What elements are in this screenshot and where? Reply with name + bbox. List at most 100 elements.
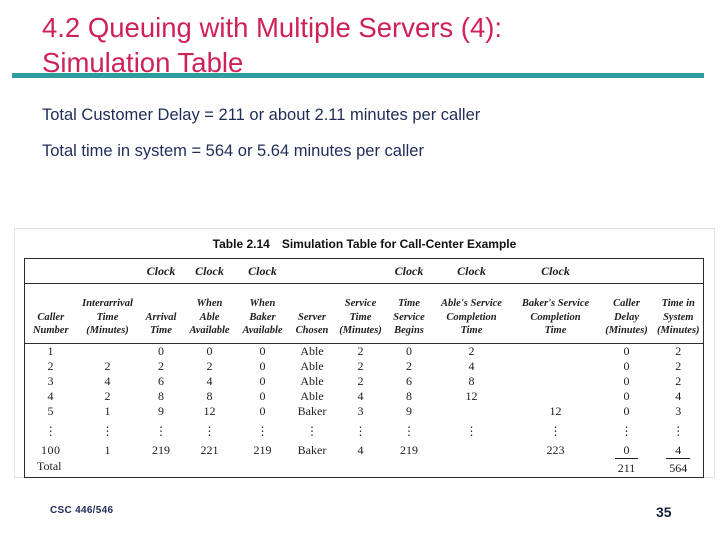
clock-label-cell: Clock [138,258,184,284]
table-cell: 9 [406,404,412,418]
column-header-cell: Arrival Time [138,283,184,344]
column-header-cell: Caller Delay (Minutes) [599,283,654,344]
table-cell: 3 [675,404,682,418]
column-header-cell: Server Chosen [289,283,335,344]
table-row: 5 1 9 12 0 Baker 3 9 12 0 3 [25,404,704,419]
table-cell: 1 [104,404,111,418]
table-cell: 2 [104,359,111,373]
table-cell: 12 [203,404,216,418]
table-cell: 2 [468,344,475,358]
ellipsis-cell: ⋮ [101,424,114,438]
total-time-in-system-value: 564 [666,458,691,477]
table-cell: 219 [152,443,170,457]
table-cell: Able [300,359,324,373]
table-cell: 0 [623,374,630,388]
column-header-cell: Time Service Begins [386,283,432,344]
simulation-table: Clock Clock Clock Clock Clock Clock Caller Nu… [24,258,704,478]
table-cell: 0 [259,359,266,373]
total-time-in-system-cell: 564 [654,458,704,478]
table-cell: 0 [259,404,266,418]
total-row: Total 211 564 [25,458,704,478]
table-cell: 0 [206,344,213,358]
table-cell: 0 [623,389,630,403]
table-cell: Baker [297,404,327,418]
ellipsis-cell: ⋮ [354,424,367,438]
table-cell: 12 [465,389,478,403]
empty-cell [77,458,139,478]
total-time-in-system-text: Total time in system = 564 or 5.64 minut… [42,142,424,160]
footer-course-label: CSC 446/546 [50,505,114,516]
column-header-cell: Able's Service Completion Time [431,283,512,344]
table-cell: 0 [623,359,630,373]
table-cell: 3 [357,404,364,418]
table-cell: 221 [200,443,219,457]
table-cell: 9 [158,404,164,418]
clock-label-cell [653,258,704,284]
table-cell: 0 [259,389,266,403]
table-row: 4 2 8 8 0 Able 4 8 12 0 4 [25,389,704,404]
table-cell: 0 [623,443,630,457]
table-row: 2 2 2 2 0 Able 2 2 4 0 2 [25,359,704,374]
table-cell [512,374,600,389]
empty-cell [432,458,512,478]
table-cell: 8 [206,389,213,403]
clock-label-cell: Clock [386,258,432,284]
ellipsis-cell: ⋮ [672,424,685,438]
clock-label-cell: Clock [431,258,512,284]
table-cell: Able [300,374,324,388]
empty-cell [139,458,184,478]
table-cell: Able [300,389,324,403]
table-cell [432,443,512,458]
table-caption-number: Table 2.14 [212,237,270,251]
table-cell: 8 [158,389,164,403]
table-cell: Able [300,344,324,358]
ellipsis-cell: ⋮ [306,424,318,438]
title-underline-rule [12,73,704,78]
table-cell: 0 [406,344,412,358]
table-cell: 2 [675,374,682,388]
clock-label-cell [76,258,139,284]
column-header-cell: When Able Available [183,283,236,344]
column-header-row: Caller Number Interarrival Time (Minutes)… [24,283,704,344]
table-cell: 0 [158,344,164,358]
page-title-line-1: 4.2 Queuing with Multiple Servers (4): [42,12,503,43]
table-cell: 2 [47,359,54,373]
total-caller-delay-cell: 211 [600,458,654,478]
table-cell: 2 [357,359,364,373]
ellipsis-cell: ⋮ [203,424,216,438]
clock-label-cell [24,258,77,284]
column-header-cell: Time in System (Minutes) [653,283,704,344]
empty-cell [184,458,236,478]
column-header-cell: Interarrival Time (Minutes) [76,283,139,344]
page-title: 4.2 Queuing with Multiple Servers (4): S… [42,10,502,80]
table-cell: 4 [357,389,364,403]
table-cell: 4 [675,389,682,403]
clock-header-row: Clock Clock Clock Clock Clock Clock [24,258,704,284]
table-cell: 5 [47,404,54,418]
table-cell: 4 [675,443,682,457]
table-cell: 4 [104,374,111,388]
empty-cell [290,458,335,478]
empty-cell [387,458,432,478]
empty-cell [236,458,290,478]
table-cell: 2 [104,389,111,403]
table-row-100: 100 1 219 221 219 Baker 4 219 223 0 4 [25,443,704,458]
table-cell: 4 [47,389,54,403]
column-header-cell: Caller Number [24,283,77,344]
empty-cell [512,458,600,478]
table-cell: 1 [47,344,54,358]
ellipsis-cell: ⋮ [620,424,633,438]
ellipsis-cell: ⋮ [403,424,415,438]
table-cell: 0 [259,344,266,358]
table-cell: 2 [357,374,364,388]
table-cell: 4 [206,374,213,388]
table-cell [512,344,600,360]
table-cell: 0 [259,374,266,388]
page-title-line-2: Simulation Table [42,47,244,78]
table-cell: 4 [357,443,364,457]
table-cell: 223 [546,443,565,457]
table-cell [512,389,600,404]
table-caption-title: Simulation Table for Call-Center Example [281,237,517,251]
column-header-cell: When Baker Available [235,283,290,344]
table-cell: 6 [158,374,164,388]
